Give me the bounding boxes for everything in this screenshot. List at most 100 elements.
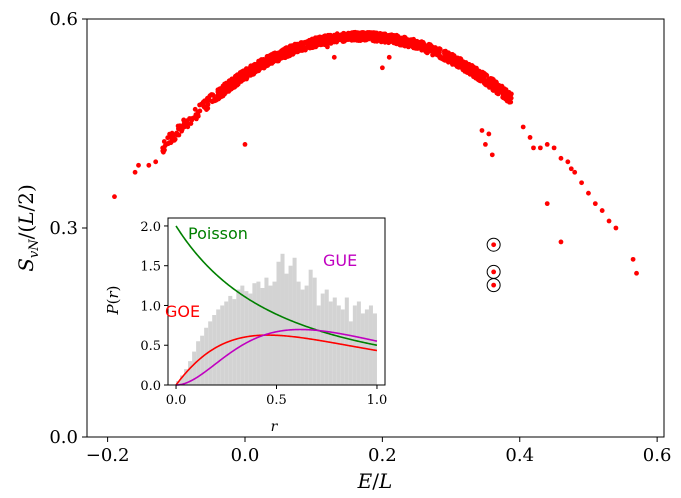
goe-curve (175, 334, 378, 386)
scatter-point (307, 40, 312, 45)
scatter-point (527, 135, 533, 140)
scatter-point (480, 78, 486, 84)
highlight-ring (486, 278, 501, 293)
scatter-point (451, 54, 456, 60)
scatter-point (222, 86, 228, 92)
scatter-point (367, 33, 373, 39)
scatter-point (316, 36, 321, 42)
scatter-point (437, 54, 442, 59)
histogram-bar (196, 341, 201, 385)
scatter-point (503, 96, 508, 102)
scatter-point (378, 36, 383, 42)
scatter-point (326, 33, 331, 38)
inset-y-tick-label: 1.5 (140, 260, 161, 275)
histogram-bar (192, 351, 197, 385)
scatter-point (537, 145, 543, 151)
scatter-point (417, 40, 423, 45)
histogram-bar (360, 313, 365, 385)
scatter-point (613, 225, 619, 231)
scatter-point (279, 48, 284, 54)
scatter-point (442, 55, 448, 61)
scatter-point (207, 98, 213, 103)
scatter-point (490, 87, 496, 93)
scatter-point (551, 145, 557, 151)
scatter-point (112, 194, 117, 200)
scatter-point (383, 36, 389, 42)
highlight-ring (486, 237, 501, 252)
scatter-point (375, 31, 380, 37)
scatter-point (426, 45, 432, 51)
scatter-point (192, 106, 198, 112)
histogram-bar (356, 301, 361, 385)
scatter-point (479, 70, 485, 75)
main-y-ticks: 0.0 0.3 0.6 (49, 9, 87, 448)
histogram-bar (188, 361, 193, 385)
histogram-bar (368, 305, 373, 385)
scatter-point (179, 128, 185, 134)
scatter-point (169, 134, 174, 140)
inset-x-tick-label: 0.5 (266, 393, 287, 408)
scatter-point (503, 88, 509, 94)
scatter-point (294, 49, 300, 55)
histogram-bar (180, 375, 185, 385)
scatter-point (228, 86, 234, 92)
scatter-point (634, 270, 639, 276)
scatter-point (379, 65, 385, 71)
scatter-point (283, 54, 288, 59)
scatter-point (249, 63, 254, 69)
scatter-point (318, 41, 323, 46)
scatter-point (473, 75, 479, 81)
histogram-bar (332, 297, 337, 385)
scatter-point (234, 72, 240, 78)
histogram-bar (288, 265, 293, 385)
histogram-bar (316, 305, 321, 385)
scatter-point (452, 61, 457, 67)
scatter-point (239, 69, 245, 74)
scatter-point (285, 50, 290, 56)
scatter-point (558, 155, 564, 161)
scatter-point (260, 59, 266, 65)
histogram-bar (348, 321, 353, 385)
scatter-point (592, 201, 598, 207)
scatter-point (153, 159, 159, 165)
scatter-point (197, 102, 203, 108)
highlighted-point (491, 282, 497, 288)
scatter-point (326, 40, 332, 46)
scatter-point (189, 116, 195, 121)
scatter-point (460, 64, 465, 70)
scatter-point (270, 59, 276, 65)
histogram-bar (276, 261, 281, 385)
main-y-label: SvN/(L/2) (14, 184, 42, 272)
scatter-point (132, 169, 138, 175)
scatter-point (250, 72, 256, 77)
scatter-point (346, 34, 351, 40)
scatter-point (544, 201, 550, 207)
inset-x-tick-label: 1.0 (367, 393, 388, 408)
scatter-point (425, 49, 431, 55)
scatter-point (469, 66, 475, 71)
scatter-point (341, 31, 347, 36)
scatter-point (181, 117, 187, 123)
scatter-point (415, 46, 420, 51)
scatter-point (364, 30, 370, 35)
histogram-bar (344, 297, 349, 385)
histogram-bar (280, 253, 285, 385)
inset-chart: 0.0 0.5 1.0 0.0 0.5 1.0 1.5 2.0 Poisson GUE GO… (104, 217, 388, 435)
scatter-point (188, 121, 194, 126)
histogram-bar (240, 285, 245, 385)
scatter-point (223, 81, 229, 86)
scatter-point (572, 169, 578, 175)
scatter-point (268, 53, 274, 58)
scatter-point (313, 44, 319, 50)
scatter-point (406, 43, 412, 49)
scatter-point (360, 37, 365, 43)
scatter-point (136, 162, 141, 168)
main-y-tick-label: 0.6 (49, 9, 78, 30)
histogram-bar (340, 309, 345, 385)
histogram-bar (372, 313, 377, 385)
histogram-bar (304, 285, 309, 385)
histogram-bar (244, 291, 249, 385)
scatter-point (565, 159, 571, 165)
poisson-curve (175, 225, 378, 347)
